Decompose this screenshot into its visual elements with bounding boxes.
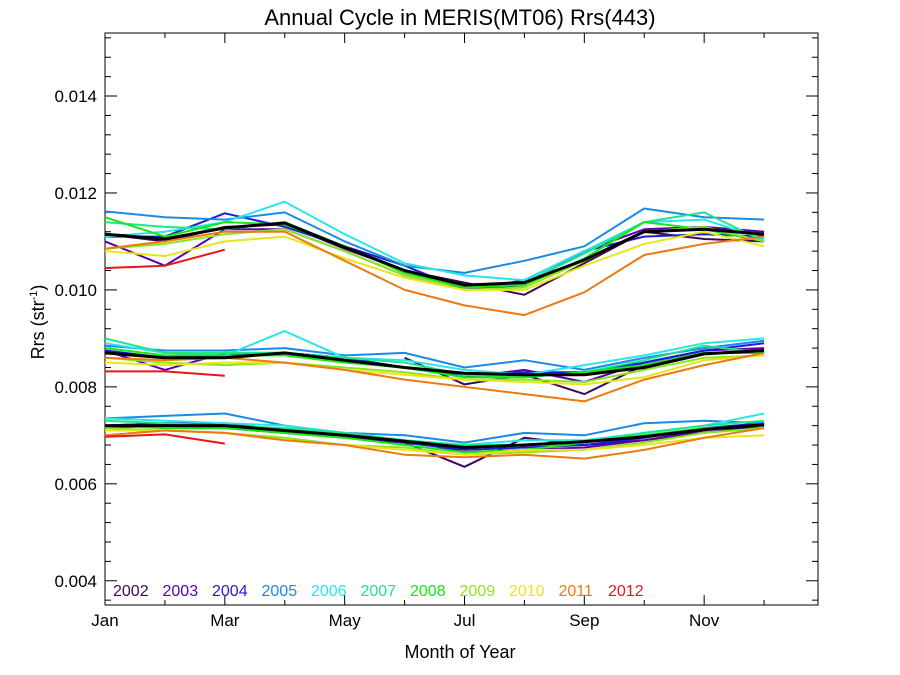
plot-frame xyxy=(104,32,819,606)
y-tick-label: 0.012 xyxy=(54,184,97,203)
y-axis-label: Rrs (str-1) xyxy=(28,285,48,360)
y-tick-label: 0.004 xyxy=(54,572,97,591)
y-tick-label: 0.006 xyxy=(54,475,97,494)
x-tick-label: Jul xyxy=(454,611,476,630)
series-line-2007 xyxy=(104,337,765,379)
y-tick-label: 0.008 xyxy=(54,378,97,397)
series-line-2011 xyxy=(104,230,765,317)
x-axis-label: Month of Year xyxy=(404,642,515,662)
series-line-2005 xyxy=(104,339,765,371)
x-tick-label: Mar xyxy=(210,611,240,630)
y-axis-label-close: ) xyxy=(28,285,48,291)
legend-entry-2004: 2004 xyxy=(212,583,248,600)
series-line-mean xyxy=(104,349,765,377)
y-axis-label-sup: -1 xyxy=(28,291,40,301)
series-line-2005 xyxy=(104,412,765,444)
x-tick-label: Jan xyxy=(91,611,118,630)
axes-layer: Jan Mar May Jul Sep Nov 0.004 0.006 0.008 0.010 0.… xyxy=(54,32,819,630)
y-tick-label: 0.014 xyxy=(54,87,97,106)
x-tick-label: Sep xyxy=(569,611,599,630)
legend-entry-2012: 2012 xyxy=(608,583,644,600)
series-line-2008 xyxy=(104,216,765,289)
chart-title: Annual Cycle in MERIS(MT06) Rrs(443) xyxy=(264,5,655,30)
y-tick-label: 0.010 xyxy=(54,281,97,300)
legend-entry-2003: 2003 xyxy=(163,583,199,600)
legend-entry-2009: 2009 xyxy=(460,583,496,600)
x-tick-label: Nov xyxy=(689,611,720,630)
series-line-2007 xyxy=(104,211,765,287)
series-line-mean xyxy=(105,423,765,449)
legend-entry-2002: 2002 xyxy=(113,583,149,600)
series-layer xyxy=(104,200,765,468)
series-line-mean xyxy=(104,221,765,287)
legend-entry-2011: 2011 xyxy=(559,583,594,600)
legend-entry-2005: 2005 xyxy=(262,583,298,600)
legend-entry-2010: 2010 xyxy=(509,583,545,600)
series-line-2012 xyxy=(104,433,225,445)
legend-entry-2007: 2007 xyxy=(361,583,397,600)
y-axis-label-main: Rrs (str xyxy=(28,300,48,359)
x-tick-label: May xyxy=(329,611,362,630)
legend-entry-2006: 2006 xyxy=(311,583,347,600)
series-line-2012 xyxy=(105,370,225,377)
series-line-2011 xyxy=(104,427,765,460)
legend: 2002 2003 2004 2005 2006 2007 2008 2009 2010 2011… xyxy=(113,583,644,600)
legend-entry-2008: 2008 xyxy=(410,583,446,600)
series-line-2010 xyxy=(104,230,765,291)
series-line-2012 xyxy=(104,248,226,270)
series-line-2010 xyxy=(104,354,765,386)
series-line-2009 xyxy=(104,354,765,383)
series-line-2008 xyxy=(104,347,765,379)
